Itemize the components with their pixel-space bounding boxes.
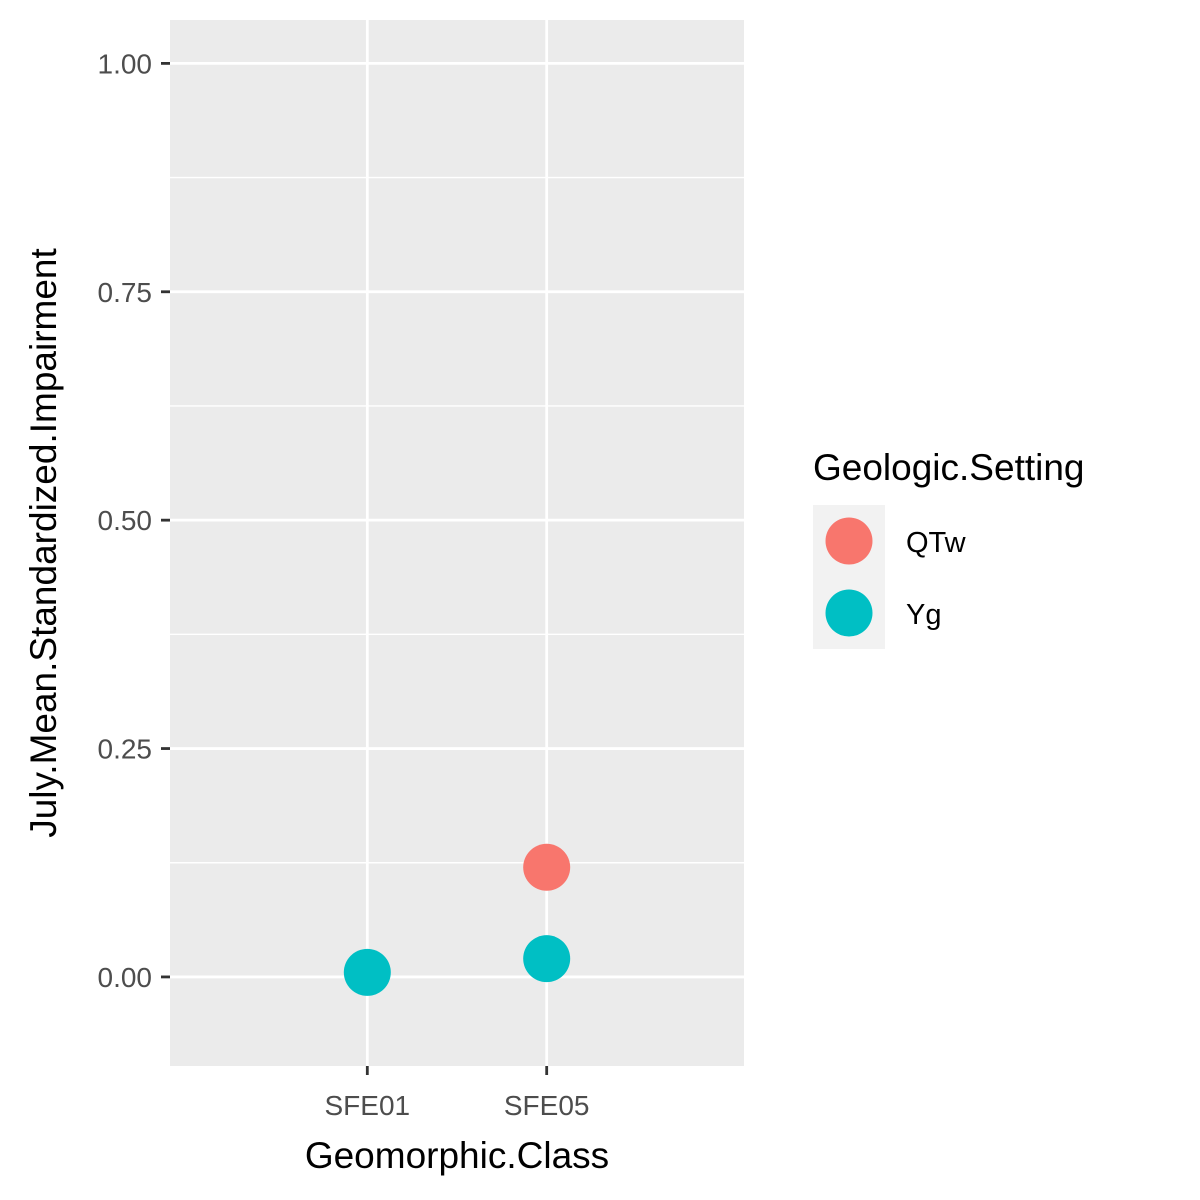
legend-items: QTw Yg: [825, 517, 967, 637]
x-tick-label: SFE05: [504, 1090, 590, 1121]
y-tick-label: 0.75: [98, 277, 153, 308]
panel-background: [170, 20, 744, 1066]
y-axis-title: July.Mean.Standardized.Impairment: [23, 248, 64, 838]
legend-key: [825, 517, 873, 565]
legend: Geologic.Setting QTw Yg: [813, 447, 1085, 649]
y-tick-label: 1.00: [98, 48, 153, 79]
legend-label: QTw: [906, 527, 967, 559]
y-tick-label: 0.00: [98, 962, 153, 993]
data-point: [523, 843, 571, 891]
y-tick-label: 0.25: [98, 734, 153, 765]
data-points: [343, 843, 571, 996]
data-point: [343, 948, 391, 996]
y-tick-label: 0.50: [98, 505, 153, 536]
legend-label: Yg: [906, 599, 941, 631]
major-gridlines: [170, 20, 744, 1066]
data-point: [523, 935, 571, 983]
legend-title: Geologic.Setting: [813, 447, 1085, 488]
legend-key: [825, 589, 873, 637]
y-axis: 0.00 0.25 0.50 0.75 1.00: [98, 48, 170, 993]
x-tick-label: SFE01: [325, 1090, 411, 1121]
minor-gridlines: [170, 176, 744, 864]
x-axis-title: Geomorphic.Class: [305, 1135, 609, 1176]
x-axis: SFE01 SFE05: [325, 1066, 590, 1121]
